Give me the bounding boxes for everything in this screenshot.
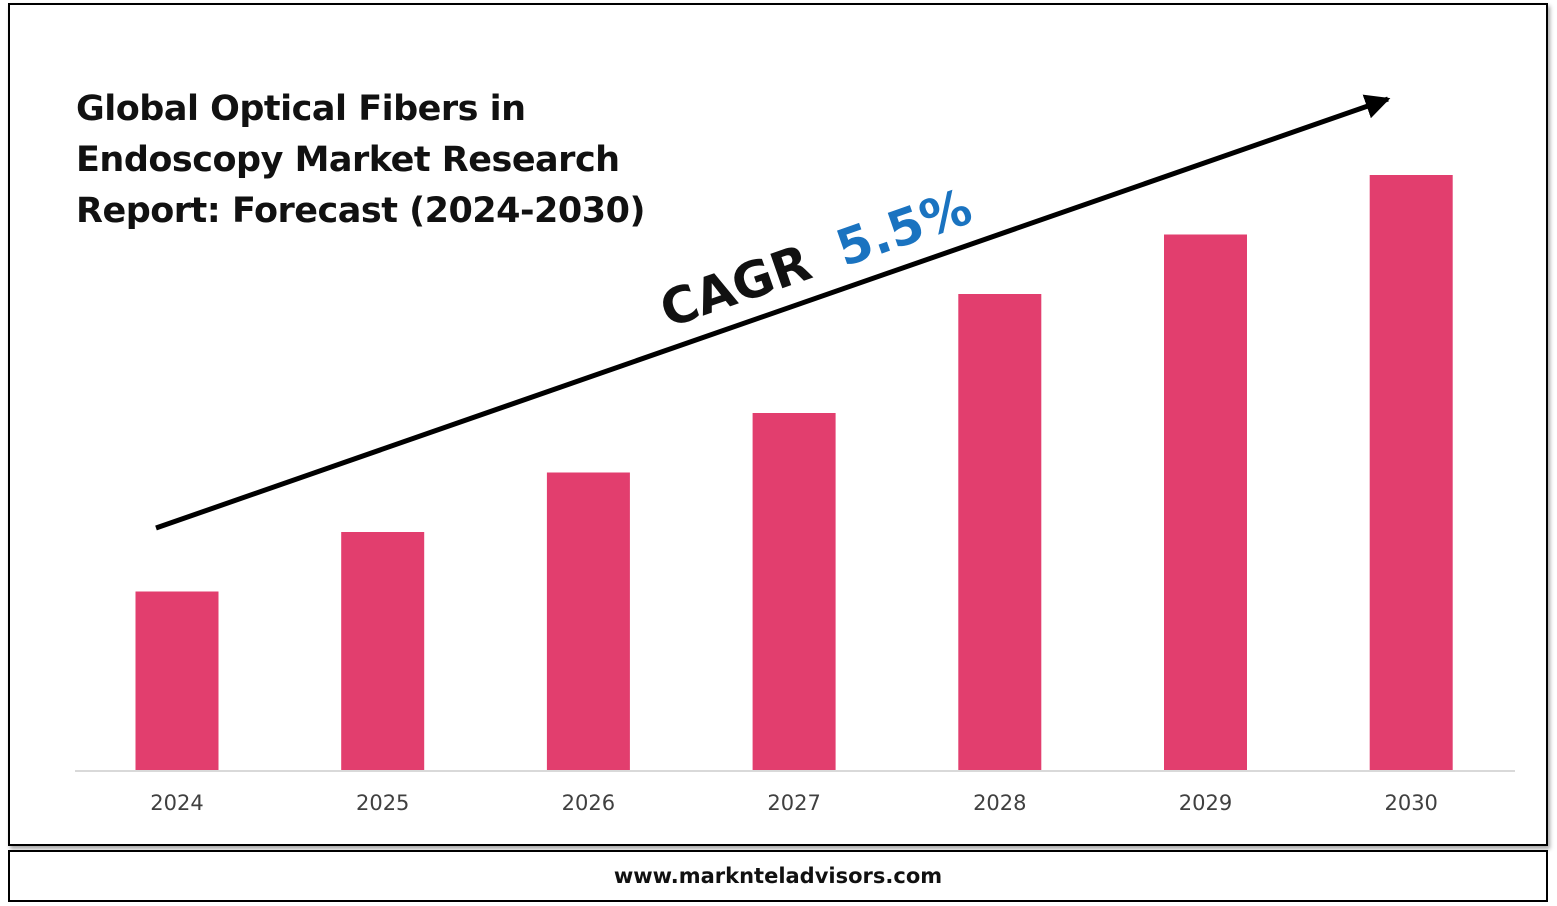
bar-2030 bbox=[1369, 175, 1453, 770]
x-tick-label-2028: 2028 bbox=[973, 791, 1026, 815]
chart-title: Global Optical Fibers in Endoscopy Marke… bbox=[76, 89, 645, 231]
trend-arrow bbox=[155, 94, 1391, 531]
cagr-value: 5.5% bbox=[829, 178, 979, 278]
x-tick-label-2027: 2027 bbox=[767, 791, 820, 815]
x-tick-label-2025: 2025 bbox=[356, 791, 409, 815]
x-tick-labels: 2024 2025 2026 2027 2028 2029 2030 bbox=[150, 791, 1438, 815]
x-tick-label-2030: 2030 bbox=[1384, 791, 1437, 815]
bar-2029 bbox=[1164, 234, 1247, 770]
bar-2026 bbox=[546, 472, 630, 770]
x-tick-label-2024: 2024 bbox=[150, 791, 203, 815]
bar-2024 bbox=[135, 591, 219, 770]
footer: www.marknteladvisors.com bbox=[8, 850, 1548, 902]
x-tick-label-2026: 2026 bbox=[562, 791, 615, 815]
x-tick-label-2029: 2029 bbox=[1179, 791, 1232, 815]
bar-chart: 2024 2025 2026 2027 2028 2029 2030 CAGR 5.5% bbox=[75, 94, 1515, 815]
bar-2028 bbox=[958, 294, 1042, 770]
bars-group bbox=[135, 175, 1453, 770]
bar-2025 bbox=[341, 532, 425, 770]
cagr-prefix: CAGR bbox=[653, 234, 818, 340]
website-url: www.marknteladvisors.com bbox=[613, 864, 943, 888]
bar-2027 bbox=[752, 413, 836, 770]
